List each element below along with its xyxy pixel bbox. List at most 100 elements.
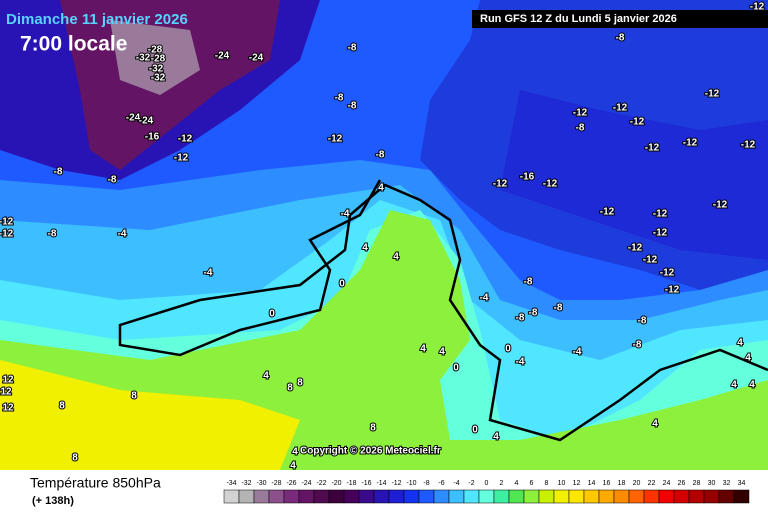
contour-label: -8 xyxy=(376,150,385,161)
contour-label: 4 xyxy=(393,252,399,263)
legend-swatch xyxy=(733,489,750,504)
date: Dimanche 11 janvier 2026 xyxy=(6,11,188,28)
legend-label: -16 xyxy=(361,480,371,487)
contour-label: 8 xyxy=(297,378,303,389)
legend-label: -32 xyxy=(241,480,251,487)
legend-swatch xyxy=(568,489,585,504)
legend-label: -8 xyxy=(423,480,429,487)
contour-label: 4 xyxy=(731,380,737,391)
legend-swatch xyxy=(373,489,390,504)
contour-label: -12 xyxy=(741,140,756,151)
legend-label: -22 xyxy=(316,480,326,487)
footer-subtitle: (+ 138h) xyxy=(32,495,74,507)
legend-swatch xyxy=(553,489,570,504)
contour-label: -4 xyxy=(516,357,525,368)
legend-swatch xyxy=(343,489,360,504)
legend-swatch xyxy=(643,489,660,504)
legend-label: 8 xyxy=(545,480,549,487)
run-box xyxy=(472,10,768,28)
contour-label: -24 xyxy=(249,53,264,64)
contour-label: 4 xyxy=(439,347,445,358)
contour-label: 8 xyxy=(370,423,376,434)
legend-swatch xyxy=(613,489,630,504)
contour-label: -12 xyxy=(653,228,668,239)
contour-label: 0 xyxy=(269,309,275,320)
legend-label: 24 xyxy=(663,480,671,487)
contour-label: -12 xyxy=(630,117,645,128)
contour-label: -12 xyxy=(643,255,658,266)
contour-label: -8 xyxy=(524,277,533,288)
legend-swatch xyxy=(598,489,615,504)
run: Run GFS 12 Z du Lundi 5 janvier 2026 xyxy=(480,13,677,25)
legend-label: -14 xyxy=(376,480,386,487)
legend-label: 30 xyxy=(708,480,716,487)
contour-label: 4 xyxy=(749,380,755,391)
contour-label: 4 xyxy=(362,243,368,254)
contour-label: -24 xyxy=(139,116,154,127)
legend-swatch xyxy=(283,489,300,504)
contour-label: 4 xyxy=(652,419,658,430)
legend-label: -20 xyxy=(331,480,341,487)
contour-label: -8 xyxy=(335,93,344,104)
legend-label: 18 xyxy=(618,480,626,487)
legend-label: 12 xyxy=(573,480,581,487)
contour-label: -12 xyxy=(573,108,588,119)
contour-label: -8 xyxy=(633,340,642,351)
map xyxy=(0,0,768,470)
legend-label: -2 xyxy=(468,480,474,487)
contour-label: -12 xyxy=(0,217,14,228)
legend-swatch xyxy=(463,489,480,504)
contour-label: -8 xyxy=(516,313,525,324)
legend-label: -18 xyxy=(346,480,356,487)
legend-swatch xyxy=(628,489,645,504)
legend-label: 26 xyxy=(678,480,686,487)
legend-swatch xyxy=(313,489,330,504)
contour-label: 4 xyxy=(290,461,296,472)
contour-label: -12 xyxy=(683,138,698,149)
contour-label: -12 xyxy=(705,89,720,100)
legend-label: -28 xyxy=(271,480,281,487)
contour-label: -4 xyxy=(204,268,213,279)
legend-swatch xyxy=(658,489,675,504)
legend-label: -34 xyxy=(226,480,236,487)
legend-label: 20 xyxy=(633,480,641,487)
contour-label: -16 xyxy=(520,172,535,183)
legend-swatch xyxy=(523,489,540,504)
legend-label: 32 xyxy=(723,480,731,487)
contour-label: -12 xyxy=(174,153,189,164)
footer-title: Température 850hPa xyxy=(30,475,161,491)
contour-label: -8 xyxy=(108,175,117,186)
contour-label: 8 xyxy=(287,383,293,394)
contour-label: -28 xyxy=(148,45,163,56)
legend-swatch xyxy=(388,489,405,504)
contour-label: -8 xyxy=(616,33,625,44)
contour-label: -12 xyxy=(613,103,628,114)
contour-label: 4 xyxy=(378,183,384,194)
contour-label: 0 xyxy=(472,425,478,436)
contour-label: -32 xyxy=(136,53,151,64)
contour-label: 0 xyxy=(505,344,511,355)
legend-swatch xyxy=(703,489,720,504)
contour-label: 4 xyxy=(263,371,269,382)
legend-label: -4 xyxy=(453,480,459,487)
contour-label: -4 xyxy=(118,229,127,240)
contour-label: 4 xyxy=(493,432,499,443)
legend-label: 16 xyxy=(603,480,611,487)
legend-swatch xyxy=(673,489,690,504)
legend-swatch xyxy=(493,489,510,504)
contour-label: -4 xyxy=(573,347,582,358)
contour-label: -4 xyxy=(480,293,489,304)
contour-label: -4 xyxy=(341,209,350,220)
legend-swatch xyxy=(238,489,255,504)
contour-label: 4 xyxy=(292,447,298,458)
contour-label: -12 xyxy=(178,134,193,145)
legend-swatch xyxy=(403,489,420,504)
contour-label: -12 xyxy=(645,143,660,154)
legend-label: 28 xyxy=(693,480,701,487)
contour-label: 4 xyxy=(420,344,426,355)
legend-label: 2 xyxy=(500,480,504,487)
legend-swatch xyxy=(433,489,450,504)
contour-label: -12 xyxy=(713,200,728,211)
contour-label: -32 xyxy=(149,64,164,75)
contour-label: -16 xyxy=(145,132,160,143)
